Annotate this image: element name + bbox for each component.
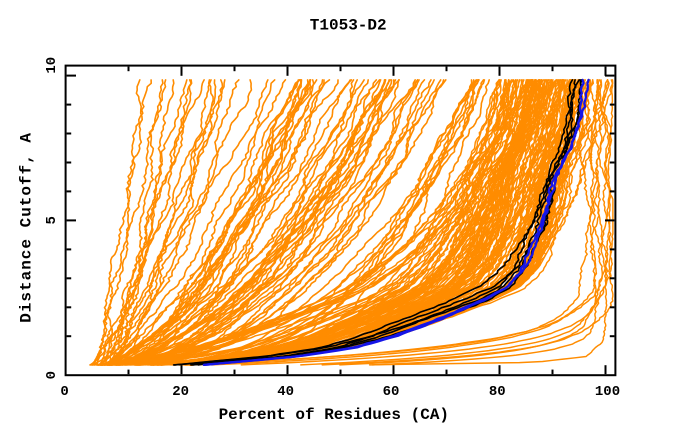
svg-text:0: 0 xyxy=(44,371,60,379)
svg-text:T1053-D2: T1053-D2 xyxy=(310,17,387,35)
svg-text:20: 20 xyxy=(172,384,189,400)
svg-text:Percent of Residues (CA): Percent of Residues (CA) xyxy=(219,406,449,424)
svg-text:80: 80 xyxy=(489,384,506,400)
svg-text:10: 10 xyxy=(44,57,60,74)
svg-text:Distance Cutoff, A: Distance Cutoff, A xyxy=(18,132,36,323)
svg-text:5: 5 xyxy=(44,216,60,224)
svg-text:40: 40 xyxy=(277,384,294,400)
svg-text:100: 100 xyxy=(595,384,620,400)
svg-text:0: 0 xyxy=(60,384,68,400)
svg-text:60: 60 xyxy=(383,384,400,400)
